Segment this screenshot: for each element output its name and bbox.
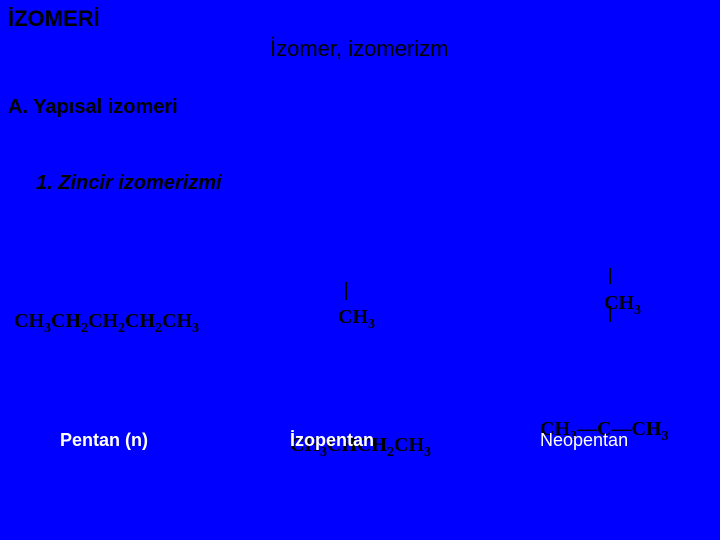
formula-pentan: CH3CH2CH2CH2CH3 — [14, 310, 199, 332]
section-a-heading: A. Yapısal izomeri — [8, 96, 178, 119]
label-pentan: Pentan (n) — [60, 430, 148, 451]
formula-izopentan-line1: CH3 — [290, 306, 431, 328]
label-neopentan: Neopentan — [540, 430, 628, 451]
page-title: İZOMERİ — [8, 6, 100, 32]
list-item-1: 1. Zincir izomerizmi — [36, 172, 222, 195]
bond-izopentan — [345, 282, 347, 300]
formula-neopentan-line1: CH3 — [540, 292, 668, 314]
page-subtitle: İzomer, izomerizm — [270, 36, 448, 62]
label-izopentan: İzopentan — [290, 430, 374, 451]
bond-neopentan-bottom — [609, 306, 611, 322]
bond-neopentan-top — [609, 268, 611, 284]
formula-neopentan: CH3 CH3—C—CH3 CH3 — [540, 248, 668, 540]
